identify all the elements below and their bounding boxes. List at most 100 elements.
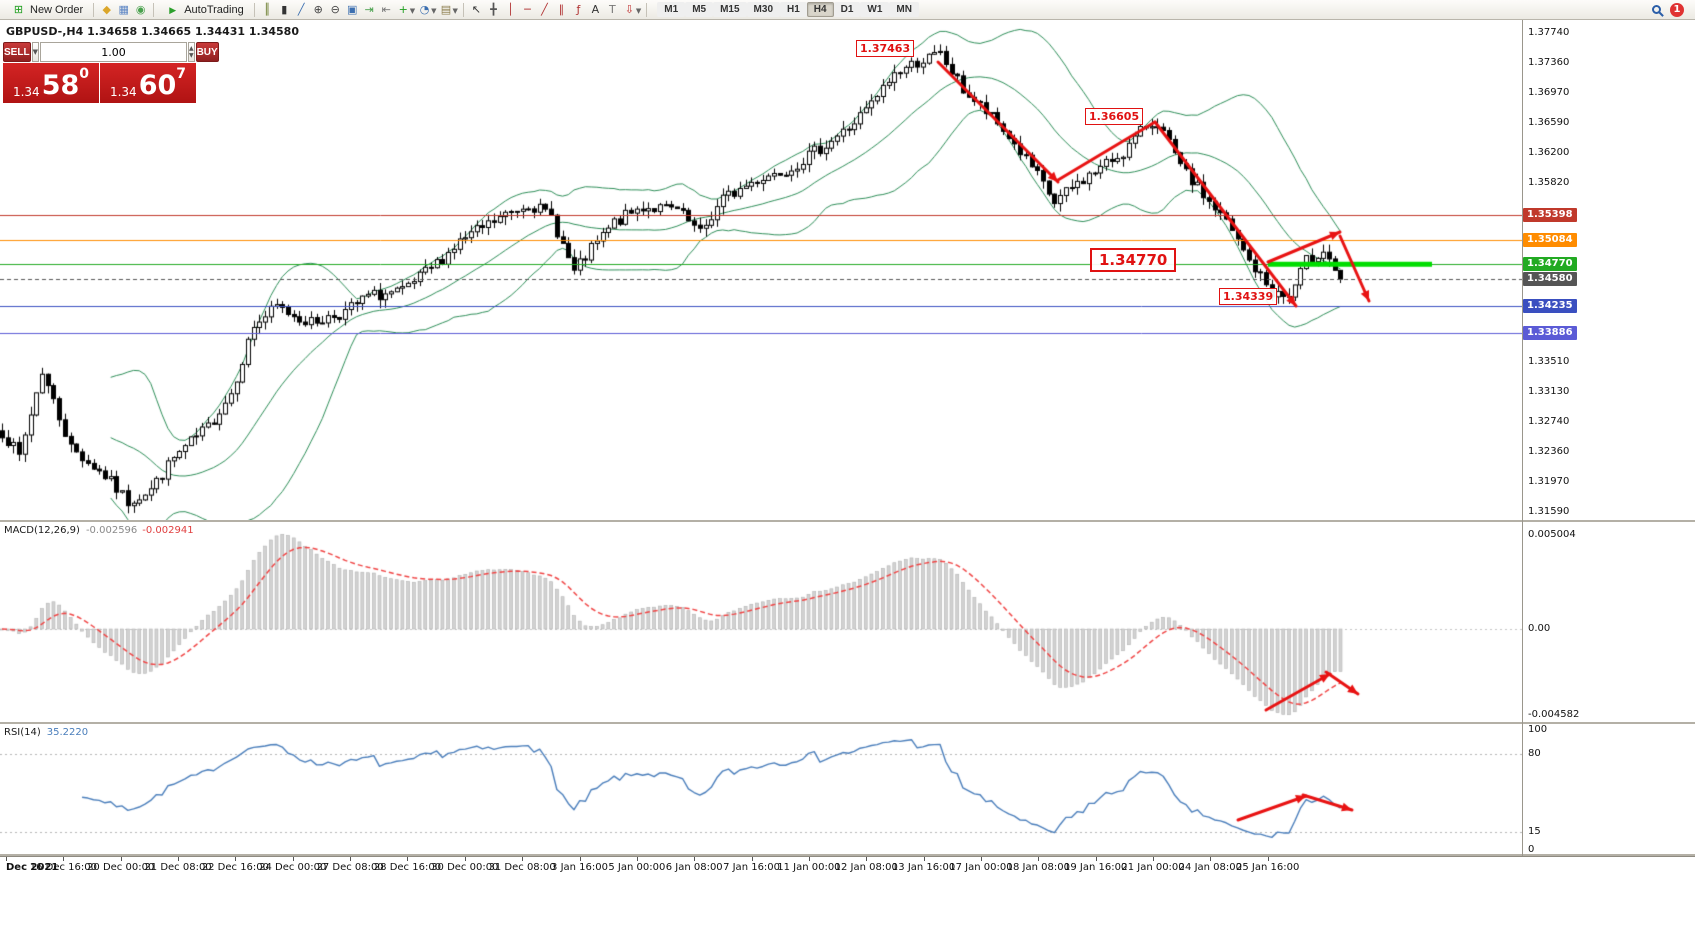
sell-price-sup: 0	[79, 66, 90, 82]
text-label-icon[interactable]: T	[609, 2, 616, 16]
timeframe-w1-button[interactable]: W1	[860, 2, 890, 17]
indicators-caret-icon[interactable]: ▼	[409, 6, 416, 15]
macd-canvas[interactable]	[0, 522, 1522, 722]
new-order-button[interactable]: ⊞ New Order	[4, 1, 89, 19]
zoom-in-icon[interactable]: ⊕	[313, 2, 323, 16]
auto-scroll-icon[interactable]: ⇥	[364, 2, 374, 16]
price-annotation[interactable]: 1.36605	[1085, 108, 1144, 125]
buy-price-small: 1.34	[109, 85, 137, 99]
price-axis[interactable]: 1.37740 1.37360 1.36970 1.36590 1.36200 1.358…	[1522, 20, 1695, 520]
axis-border	[1522, 20, 1523, 856]
pane-splitter[interactable]	[0, 854, 1695, 856]
timeframe-h4-button[interactable]: H4	[806, 2, 834, 17]
time-axis[interactable]: Dec 2021 16 Dec 16:00 20 Dec 00:00 21 Dec 0…	[0, 856, 1695, 878]
zoom-out-icon[interactable]: ⊖	[330, 2, 340, 16]
sell-button[interactable]: SELL	[3, 42, 31, 62]
toolbar: ⊞ New Order ◆ ▦ ◉ ▶ AutoTrading ║ ▮ ╱ ⊕ ⊖ ▣ ⇥ ⇤ + ▼…	[0, 0, 1695, 20]
volume-spinner[interactable]: ▲ ▼	[187, 42, 195, 62]
bar-chart-icon[interactable]: ║	[263, 2, 271, 16]
search-icon[interactable]	[1652, 5, 1661, 14]
rsi-pane[interactable]: RSI(14) 35.2220	[0, 724, 1522, 854]
timeframe-m15-button[interactable]: M15	[713, 2, 747, 17]
vertical-line-icon[interactable]: │	[507, 2, 514, 16]
time-axis-tick	[464, 857, 466, 861]
new-order-label: New Order	[30, 3, 84, 16]
price-chart-canvas[interactable]	[0, 20, 1522, 520]
volume-dropdown-button[interactable]: ▼	[31, 42, 39, 62]
refresh-icon[interactable]: ◉	[135, 2, 146, 16]
main-chart-pane[interactable]: GBPUSD-,H4 1.34658 1.34665 1.34431 1.345…	[0, 20, 1522, 520]
text-icon[interactable]: A	[591, 2, 600, 16]
macd-axis[interactable]: 0.005004 0.00 -0.004582	[1522, 522, 1695, 722]
time-axis-label: 12 Jan 08:00	[834, 862, 898, 873]
timeframe-d1-button[interactable]: D1	[833, 2, 861, 17]
time-axis-tick	[235, 857, 237, 861]
horizontal-line-icon[interactable]: ─	[524, 2, 531, 16]
time-axis-tick	[808, 857, 810, 861]
price-axis-tick: 1.32740	[1528, 416, 1570, 428]
buy-price-sup: 7	[176, 66, 187, 82]
timeframe-h1-button[interactable]: H1	[780, 2, 807, 17]
time-axis-tick	[292, 857, 294, 861]
tile-windows-icon[interactable]: ▣	[347, 2, 358, 16]
trendline-icon[interactable]: ╱	[541, 2, 548, 16]
time-axis-label: 17 Jan 00:00	[949, 862, 1013, 873]
time-axis-label: 11 Jan 00:00	[777, 862, 841, 873]
periods-icon[interactable]: ◔	[419, 2, 430, 16]
buy-price[interactable]: 1.34 60 7	[100, 63, 196, 103]
arrows-tool-caret-icon[interactable]: ▼	[635, 6, 642, 15]
periods-caret-icon[interactable]: ▼	[431, 6, 437, 15]
templates-caret-icon[interactable]: ▼	[452, 6, 458, 15]
fibonacci-icon[interactable]: ƒ	[576, 2, 581, 16]
timeframe-m30-button[interactable]: M30	[746, 2, 780, 17]
notification-badge[interactable]: 1	[1670, 2, 1684, 17]
rsi-axis-tick: 15	[1528, 826, 1541, 837]
timeframe-m1-button[interactable]: M1	[657, 2, 686, 17]
indicators-icon[interactable]: +	[398, 2, 408, 16]
sell-price[interactable]: 1.34 58 0	[3, 63, 99, 103]
metaeditor-icon[interactable]: ◆	[102, 2, 111, 16]
pane-splitter[interactable]	[0, 520, 1695, 522]
time-axis-label: 27 Dec 08:00	[316, 862, 384, 873]
price-axis-level-label: 1.35084	[1523, 232, 1577, 247]
templates-icon[interactable]: ▤	[440, 2, 452, 16]
time-axis-tick	[1153, 857, 1154, 861]
time-axis-label: 6 Jan 08:00	[665, 862, 723, 873]
channel-icon[interactable]: ∥	[558, 2, 565, 16]
price-annotation[interactable]: 1.34339	[1219, 288, 1278, 305]
time-axis-label: 31 Dec 08:00	[488, 862, 556, 873]
autotrading-button[interactable]: ▶ AutoTrading	[158, 1, 250, 19]
pane-splitter[interactable]	[0, 722, 1695, 724]
price-annotation[interactable]: 1.37463	[856, 40, 915, 57]
time-axis-tick	[1095, 857, 1097, 861]
chart-shift-icon[interactable]: ⇤	[381, 2, 391, 16]
new-order-icon: ⊞	[13, 3, 24, 16]
timeframe-mn-button[interactable]: MN	[889, 2, 919, 17]
macd-axis-tick: 0.005004	[1528, 528, 1576, 540]
candlestick-chart-icon[interactable]: ▮	[281, 2, 288, 16]
chart-window: GBPUSD-,H4 1.34658 1.34665 1.34431 1.345…	[0, 20, 1695, 878]
arrows-tool-icon[interactable]: ⇩	[624, 2, 634, 16]
timeframe-m5-button[interactable]: M5	[685, 2, 714, 17]
time-axis-tick	[6, 857, 7, 861]
toolbar-line-study-icons: ↖ ╋ │ ─ ╱ ∥ ƒ A T ⇩ ▼	[468, 2, 642, 18]
time-axis-label: 22 Dec 16:00	[201, 862, 270, 873]
time-axis-label: 20 Dec 00:00	[87, 862, 155, 873]
volume-input[interactable]	[39, 42, 187, 62]
macd-pane[interactable]: MACD(12,26,9) -0.002596 -0.002941	[0, 522, 1522, 722]
price-axis-level-label: 1.34580	[1523, 272, 1577, 287]
market-watch-icon[interactable]: ▦	[118, 2, 129, 16]
cursor-icon[interactable]: ↖	[471, 2, 481, 16]
macd-label: MACD(12,26,9) -0.002596 -0.002941	[4, 525, 194, 536]
rsi-canvas[interactable]	[0, 724, 1522, 854]
time-axis-tick	[407, 857, 409, 861]
buy-button[interactable]: BUY	[195, 42, 219, 62]
rsi-axis[interactable]: 100 80 15 0	[1522, 724, 1695, 855]
price-axis-level-label: 1.35398	[1523, 208, 1577, 223]
sell-price-big: 58	[41, 70, 80, 101]
time-axis-label: 16 Dec 16:00	[29, 862, 97, 873]
time-axis-label: 3 Jan 16:00	[551, 862, 608, 873]
line-chart-icon[interactable]: ╱	[297, 2, 305, 16]
crosshair-icon[interactable]: ╋	[490, 2, 497, 16]
price-annotation[interactable]: 1.34770	[1090, 248, 1177, 272]
